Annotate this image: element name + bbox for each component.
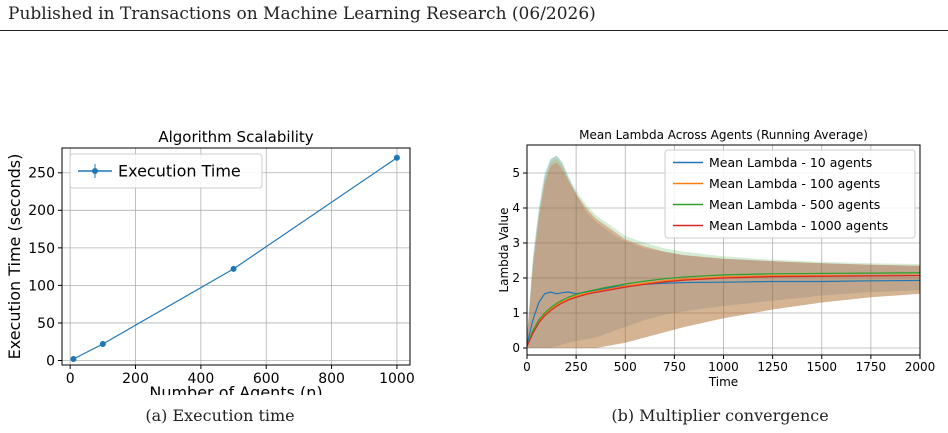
chartB-series-line-1 (527, 274, 920, 347)
chartA-y-tick-label: 250 (28, 166, 55, 182)
running-header: Published in Transactions on Machine Lea… (8, 4, 596, 24)
chartA-x-tick-label: 1000 (379, 371, 415, 387)
chartB-series-line-0 (527, 279, 920, 345)
chartB-legend-label-0: Mean Lambda - 10 agents (709, 155, 872, 170)
chartB-y-axis-label: Lambda Value (497, 207, 511, 292)
chartA-data-point (230, 265, 237, 272)
chartB-x-tick-label: 1250 (757, 360, 788, 374)
lambda-convergence-chart: Mean Lambda Across Agents (Running Avera… (497, 128, 936, 389)
chartA-y-tick-label: 100 (28, 278, 55, 294)
chartB-legend: Mean Lambda - 10 agents Mean Lambda - 100… (664, 149, 916, 239)
chartB-band-3 (527, 162, 920, 348)
chartB-legend-box (664, 149, 916, 239)
chartA-y-tick-label: 150 (28, 241, 55, 257)
chartB-y-tick-label: 4 (512, 201, 520, 215)
chartB-y-tick-label: 5 (512, 166, 520, 180)
chartB-series-line-2 (527, 272, 920, 347)
chartA-x-tick-label: 800 (318, 371, 345, 387)
header-rule (0, 30, 948, 31)
chartA-legend-box (69, 153, 263, 189)
chartA-data-point (70, 355, 77, 362)
chartB-x-tick-label: 2000 (905, 360, 936, 374)
chartB-y-tick-label: 1 (512, 306, 520, 320)
caption-a: (a) Execution time (145, 406, 295, 425)
chartB-y-tick-label: 2 (512, 271, 520, 285)
chartA-data-point (393, 154, 400, 161)
chartB-legend-label-1: Mean Lambda - 100 agents (709, 176, 880, 191)
chartB-y-tick-label: 3 (512, 236, 520, 250)
chartB-x-tick-label: 1000 (708, 360, 739, 374)
chartA-y-tick-label: 200 (28, 203, 55, 219)
chartB-band-2 (527, 155, 920, 348)
chartB-x-tick-label: 500 (614, 360, 637, 374)
chartA-x-tick-label: 400 (188, 371, 215, 387)
chartB-title: Mean Lambda Across Agents (Running Avera… (579, 128, 868, 142)
chartA-x-tick-label: 200 (122, 371, 149, 387)
chartB-legend-label-3: Mean Lambda - 1000 agents (709, 218, 888, 233)
chartB-band-0 (527, 155, 920, 348)
chartB-band-1 (527, 159, 920, 348)
chartB-y-tick-label: 0 (512, 341, 520, 355)
chartA-y-tick-label: 0 (46, 353, 55, 369)
chartA-series-line-0 (73, 157, 398, 360)
chartA-axes-frame (61, 147, 411, 366)
chartA-title: Algorithm Scalability (158, 128, 313, 146)
chartA-x-tick-label: 0 (66, 371, 75, 387)
chartA-data-point (99, 340, 106, 347)
chartB-x-tick-label: 0 (523, 360, 531, 374)
chartB-x-axis-label: Time (708, 375, 738, 389)
chartA-y-tick-label: 50 (37, 316, 55, 332)
chartA-legend-label-0: Execution Time (118, 162, 241, 181)
execution-time-chart: Algorithm Scalability 0 200 400 600 800 1000 0 5… (5, 128, 415, 395)
chartB-x-tick-label: 1750 (856, 360, 887, 374)
caption-b: (b) Multiplier convergence (611, 406, 829, 425)
chartA-y-axis-label: Execution Time (seconds) (5, 154, 24, 360)
chartB-x-tick-label: 250 (565, 360, 588, 374)
chartB-series-line-3 (527, 274, 920, 347)
chartB-x-tick-label: 750 (663, 360, 686, 374)
chartA-x-tick-label: 600 (253, 371, 280, 387)
chartA-x-axis-label: Number of Agents (n) (149, 383, 322, 395)
chartA-legend: Execution Time (69, 153, 263, 189)
chartB-legend-label-2: Mean Lambda - 500 agents (709, 197, 880, 212)
chartB-x-tick-label: 1500 (806, 360, 837, 374)
